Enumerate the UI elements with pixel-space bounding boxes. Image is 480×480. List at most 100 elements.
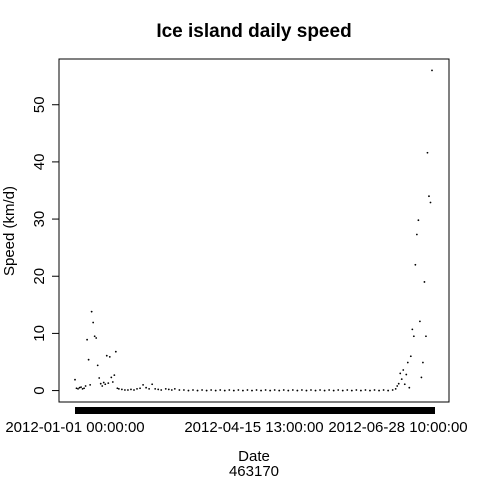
data-point: [415, 233, 418, 236]
data-point: [409, 355, 412, 358]
data-point: [223, 389, 226, 392]
data-point: [355, 389, 358, 391]
data-point: [99, 382, 102, 385]
data-point: [414, 263, 417, 266]
data-point: [405, 373, 408, 376]
data-point: [116, 387, 119, 390]
data-point: [403, 383, 406, 386]
data-point: [139, 387, 141, 390]
data-point: [78, 386, 81, 389]
data-point: [402, 369, 405, 371]
data-point: [260, 389, 262, 392]
data-point: [154, 387, 157, 390]
data-point: [417, 219, 420, 222]
data-point: [400, 378, 403, 381]
data-point: [328, 389, 331, 391]
data-point: [196, 389, 199, 392]
data-point: [251, 389, 253, 392]
data-point: [287, 389, 290, 392]
data-point: [90, 310, 93, 313]
data-point: [81, 387, 84, 390]
data-point: [214, 389, 217, 392]
data-point: [219, 389, 222, 391]
x-axis: 2012-01-01 00:00:00 2012-04-15 13:00:00 20…: [5, 407, 468, 436]
data-point: [350, 389, 353, 392]
data-point: [148, 387, 151, 390]
y-tick-label: 40: [31, 154, 48, 171]
y-tick-label: 50: [31, 96, 48, 113]
data-point: [273, 389, 276, 391]
data-point: [420, 376, 423, 379]
data-point: [391, 389, 394, 391]
data-point: [164, 387, 167, 390]
data-point: [228, 389, 231, 391]
data-point: [237, 389, 240, 391]
data-point: [310, 389, 312, 391]
data-point: [411, 328, 414, 331]
data-point: [183, 389, 185, 391]
data-point: [278, 389, 281, 392]
data-point: [360, 389, 362, 392]
data-point: [93, 335, 96, 338]
data-point: [127, 389, 129, 391]
data-point: [102, 381, 105, 384]
data-point: [397, 382, 400, 385]
data-point: [255, 389, 258, 391]
data-point: [431, 69, 433, 72]
data-point: [187, 389, 190, 392]
data-point: [246, 389, 249, 391]
data-point: [98, 377, 101, 379]
data-point: [423, 281, 426, 283]
data-point: [108, 355, 111, 358]
data-point: [387, 389, 390, 392]
data-point: [133, 389, 135, 391]
data-point: [399, 372, 402, 375]
data-point: [419, 320, 421, 323]
y-axis-label: Speed (km/d): [1, 186, 18, 276]
data-point: [160, 389, 163, 391]
data-point: [429, 201, 432, 204]
data-point: [84, 385, 87, 387]
data-point: [167, 388, 170, 391]
data-point: [77, 387, 79, 390]
data-point: [369, 389, 371, 392]
data-point: [396, 385, 399, 387]
data-point: [95, 337, 98, 339]
x-tick-band: [75, 407, 435, 414]
data-point: [346, 389, 349, 391]
data-point: [113, 374, 116, 377]
data-point: [242, 389, 244, 392]
data-point: [332, 389, 335, 392]
data-point: [305, 389, 308, 392]
data-point: [412, 335, 415, 338]
data-point: [105, 354, 108, 357]
chart-title: Ice island daily speed: [156, 21, 351, 42]
plot-frame: [58, 58, 450, 403]
data-point: [408, 386, 411, 389]
data-point: [422, 361, 424, 364]
data-point: [373, 389, 376, 391]
x-tick-label: 2012-01-01 00:00:00: [5, 419, 144, 436]
data-point: [291, 389, 294, 391]
data-point: [86, 338, 88, 341]
data-point: [80, 386, 82, 389]
chart-subtitle: 463170: [229, 463, 279, 480]
data-point: [282, 389, 285, 391]
data-point: [323, 389, 326, 392]
data-point: [364, 389, 367, 391]
data-point: [406, 361, 409, 364]
data-point: [101, 385, 104, 387]
data-point: [301, 389, 303, 391]
data-point: [192, 389, 194, 391]
data-point: [314, 389, 317, 392]
data-point: [296, 389, 299, 392]
data-point: [89, 383, 92, 386]
data-point: [74, 378, 76, 381]
data-point: [111, 381, 114, 383]
data-point: [378, 389, 380, 392]
data-point: [382, 389, 385, 391]
y-tick-label: 30: [31, 211, 48, 228]
data-point: [178, 389, 181, 391]
data-point: [157, 388, 160, 391]
